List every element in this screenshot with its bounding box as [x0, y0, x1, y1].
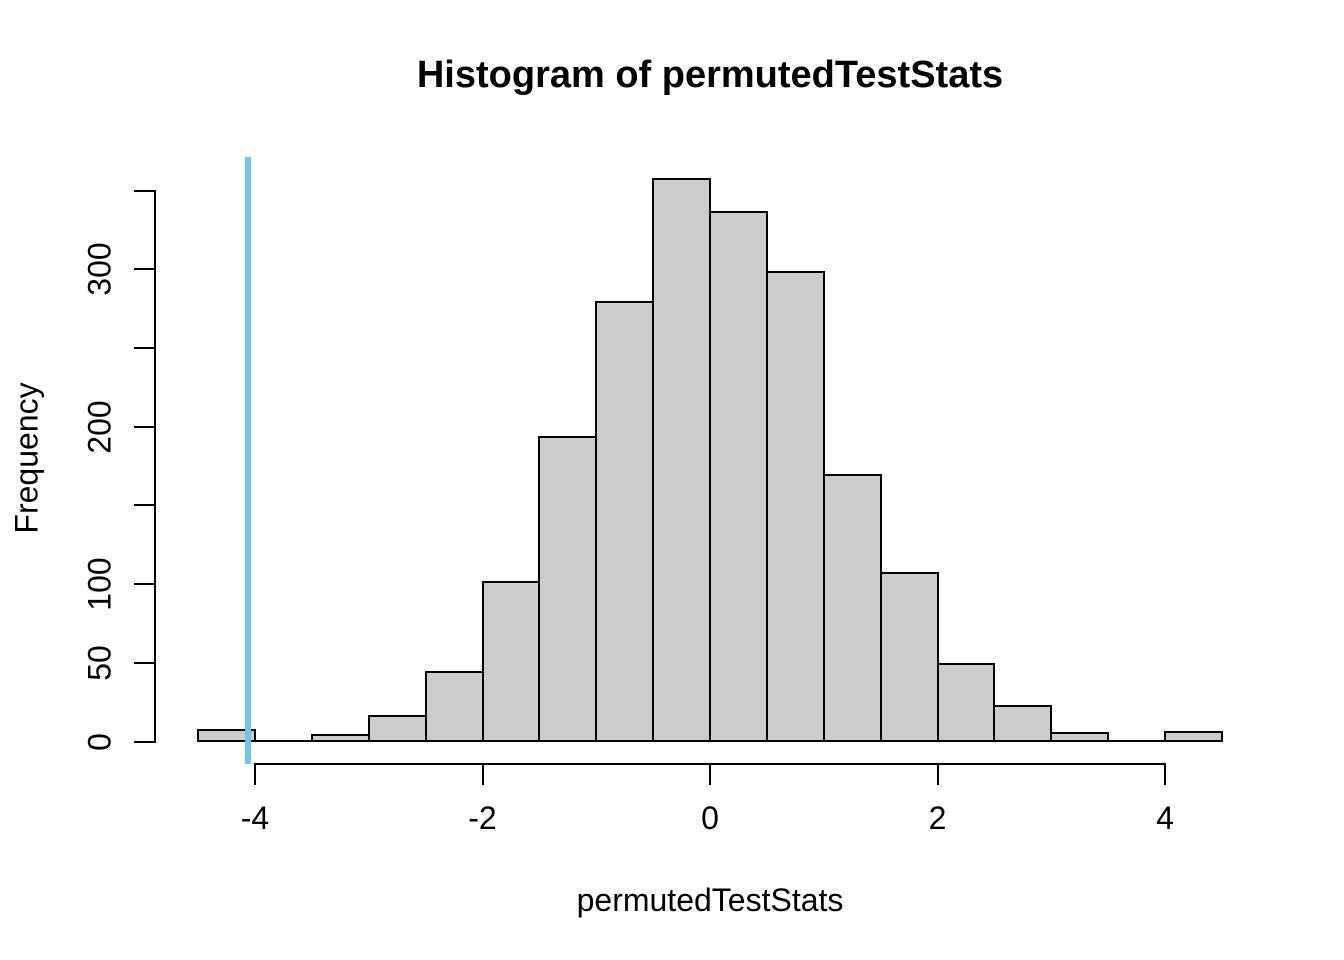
- y-tick-label: 0: [81, 732, 118, 751]
- y-tick-mark: [134, 425, 154, 428]
- histogram-bar: [652, 178, 711, 742]
- histogram-bar: [765, 271, 825, 742]
- x-axis-line: [254, 763, 1166, 765]
- histogram-bar: [822, 474, 882, 742]
- histogram-bar: [936, 663, 996, 742]
- y-tick-label: 200: [81, 399, 118, 454]
- x-tick-mark: [936, 765, 939, 785]
- histogram-baseline: [198, 740, 1222, 742]
- y-tick-mark: [134, 189, 154, 192]
- y-tick-mark: [134, 661, 154, 664]
- x-tick-mark: [254, 765, 256, 785]
- histogram-bar: [538, 436, 598, 742]
- y-tick-mark: [134, 504, 154, 507]
- x-tick-label: 4: [1156, 800, 1174, 836]
- y-tick-mark: [134, 583, 154, 586]
- test-statistic-line: [245, 157, 252, 764]
- histogram-bar: [709, 211, 768, 742]
- histogram-bar: [481, 581, 541, 742]
- y-tick-mark: [134, 740, 154, 743]
- x-tick-label: -2: [468, 800, 497, 836]
- y-axis-line: [154, 190, 156, 743]
- chart-title: Histogram of permutedTestStats: [416, 54, 1004, 96]
- y-tick-label: 50: [81, 645, 118, 681]
- histogram-bar: [879, 572, 939, 742]
- histogram-bar: [993, 705, 1053, 742]
- y-tick-mark: [134, 347, 154, 349]
- histogram-bar: [424, 671, 484, 742]
- x-tick-label: 2: [928, 800, 947, 836]
- histogram-bar: [367, 715, 427, 742]
- y-axis-label: Frequency: [8, 382, 45, 534]
- y-tick-label: 300: [81, 242, 118, 296]
- x-tick-label: -4: [240, 800, 270, 836]
- x-tick-label: 0: [701, 800, 719, 836]
- histogram-bar: [595, 301, 655, 742]
- y-tick-mark: [134, 268, 154, 271]
- y-tick-label: 100: [81, 557, 118, 611]
- x-axis-label: permutedTestStats: [576, 882, 844, 918]
- x-tick-mark: [1164, 765, 1166, 785]
- x-tick-mark: [709, 765, 711, 785]
- x-tick-mark: [481, 765, 484, 785]
